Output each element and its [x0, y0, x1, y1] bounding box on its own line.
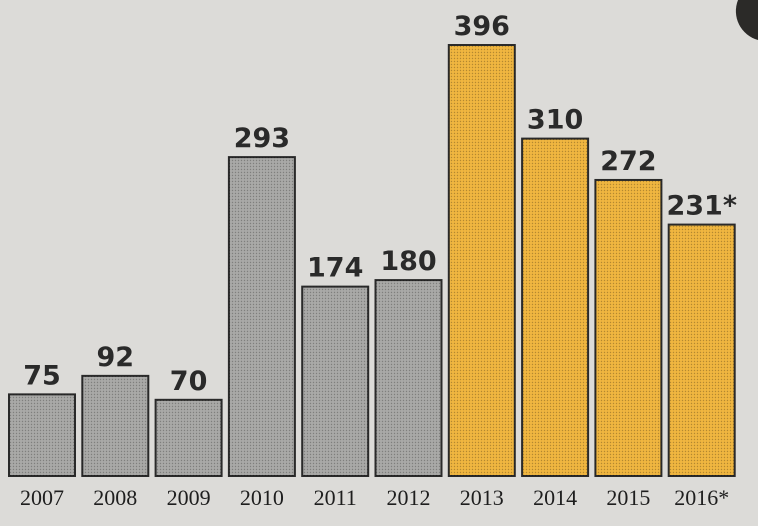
- value-label: 231*: [666, 191, 736, 222]
- value-label: 174: [307, 253, 363, 284]
- value-label: 70: [170, 366, 208, 397]
- bar-texture: [375, 280, 442, 476]
- value-label: 272: [600, 146, 656, 177]
- value-label: 180: [380, 246, 436, 277]
- bar-texture: [228, 157, 295, 477]
- corner-badge: [735, 0, 758, 40]
- x-tick-label: 2010: [240, 485, 284, 510]
- value-label: 293: [234, 123, 290, 154]
- value-label: 92: [97, 342, 135, 373]
- x-tick-label: 2011: [314, 485, 357, 510]
- bar-texture: [668, 224, 735, 476]
- bar-texture: [302, 286, 369, 476]
- x-tick-label: 2007: [20, 485, 64, 510]
- x-tick-label: 2009: [167, 485, 211, 510]
- value-label: 310: [527, 105, 583, 136]
- x-tick-label: 2015: [606, 485, 650, 510]
- bar-texture: [155, 399, 222, 476]
- value-label: 396: [454, 11, 510, 42]
- x-tick-label: 2008: [93, 485, 137, 510]
- bar-texture: [82, 375, 149, 476]
- bar-texture: [522, 138, 589, 476]
- bar-texture: [448, 45, 515, 476]
- value-label: 75: [23, 360, 61, 391]
- bar-texture: [595, 179, 662, 476]
- x-tick-label: 2012: [387, 485, 431, 510]
- x-tick-label: 2013: [460, 485, 504, 510]
- x-tick-label: 2014: [533, 485, 577, 510]
- bar-texture: [9, 394, 75, 476]
- x-tick-label: 2016*: [674, 485, 729, 510]
